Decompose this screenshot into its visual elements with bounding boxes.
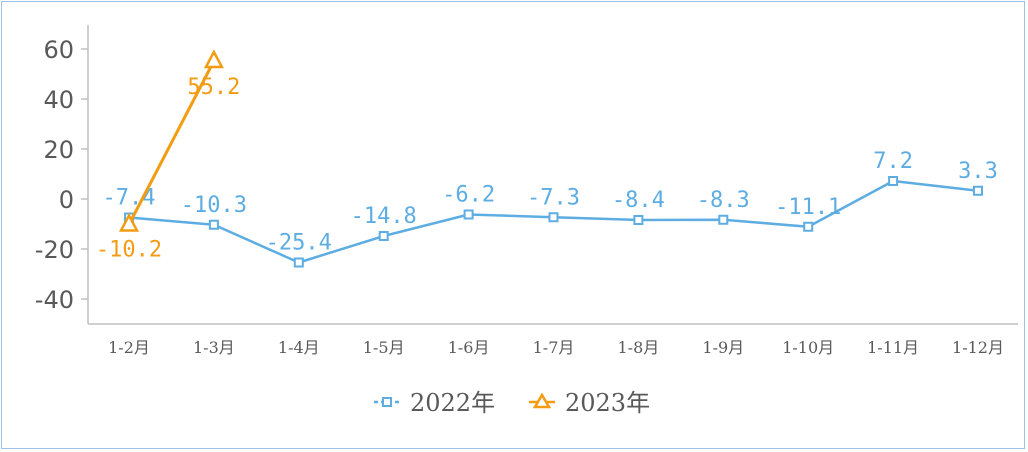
x-tick-label: 1-9月 [702, 338, 744, 357]
data-point [293, 257, 304, 268]
x-tick-label: 1-6月 [448, 338, 490, 357]
data-label: 55.2 [187, 75, 240, 100]
x-tick-label: 1-5月 [363, 338, 405, 357]
data-point [378, 231, 389, 241]
data-point [718, 214, 729, 225]
x-tick-label: 1-3月 [193, 338, 235, 357]
data-label: -14.8 [351, 204, 417, 229]
y-tick-label: -40 [35, 286, 74, 314]
x-tick-label: 1-8月 [618, 338, 660, 357]
data-label: -8.3 [697, 188, 750, 213]
data-point [463, 209, 474, 220]
x-tick-label: 1-12月 [952, 338, 1004, 357]
data-label: -6.2 [442, 183, 495, 208]
x-tick-label: 1-4月 [278, 338, 320, 357]
data-point [118, 212, 140, 232]
data-label: -25.4 [266, 231, 332, 256]
data-label: 3.3 [958, 159, 998, 184]
x-tick-label: 1-10月 [782, 338, 834, 357]
data-point [208, 219, 219, 230]
legend-label: 2022年 [410, 389, 495, 417]
data-point [888, 176, 899, 186]
data-point [973, 185, 983, 196]
data-label: -11.1 [775, 195, 841, 220]
y-tick-label: 40 [43, 86, 74, 114]
y-tick-label: 60 [43, 36, 74, 64]
legend-marker-triangle [532, 392, 552, 409]
x-tick-label: 1-2月 [108, 338, 150, 357]
data-label: 7.2 [873, 149, 913, 174]
data-point [803, 221, 814, 232]
x-tick-label: 1-7月 [533, 338, 575, 357]
data-label: -7.3 [527, 185, 580, 210]
data-point [203, 49, 224, 69]
y-tick-label: 0 [59, 186, 74, 214]
y-tick-label: -20 [35, 236, 74, 264]
data-label: -10.3 [181, 193, 247, 218]
data-label: -10.2 [96, 238, 162, 263]
legend-marker-square [382, 397, 392, 407]
data-label: -8.4 [612, 188, 665, 213]
x-tick-label: 1-11月 [867, 338, 919, 357]
y-tick-label: 20 [43, 136, 74, 164]
series-line-2 [127, 60, 216, 226]
data-point [633, 215, 644, 225]
legend-label: 2023年 [565, 389, 650, 417]
data-point [548, 212, 559, 223]
